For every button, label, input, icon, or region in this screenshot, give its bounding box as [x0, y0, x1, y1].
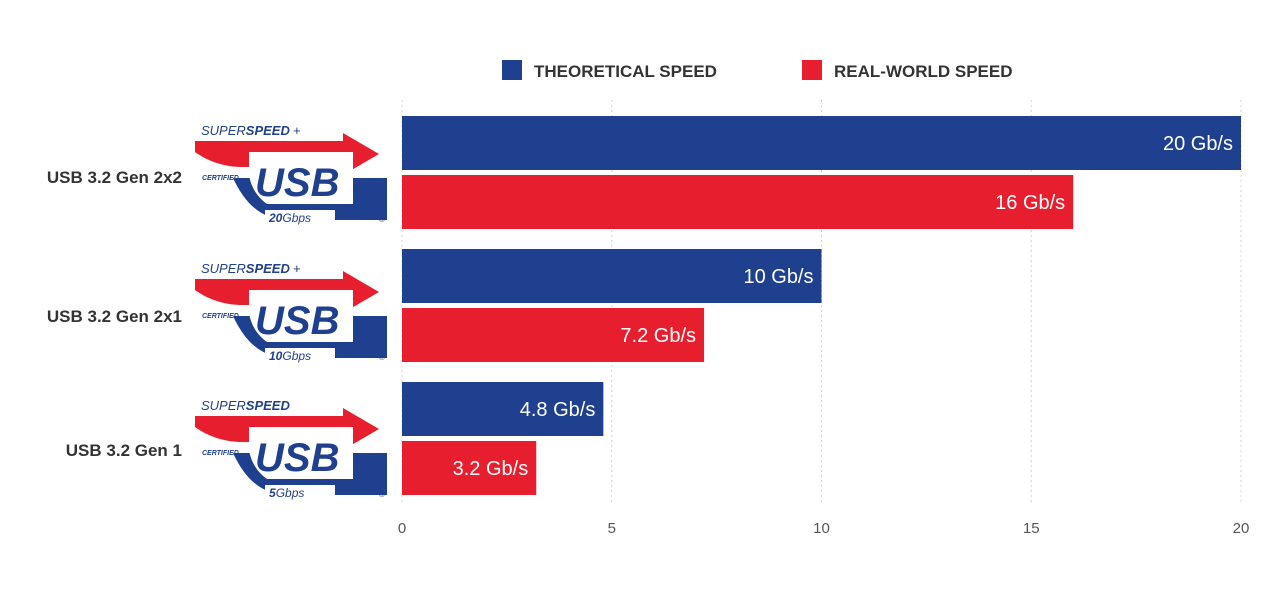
category-labels: USB 3.2 Gen 2x2 USB 3.2 Gen 2x1 USB 3.2 Ge…	[47, 168, 182, 460]
x-axis-ticks: 0 5 10 15 20	[398, 520, 1250, 537]
category-label: USB 3.2 Gen 2x1	[47, 307, 182, 326]
logo-usb-text: USB	[255, 161, 339, 205]
logo-registered-mark: ®	[379, 215, 385, 224]
usb-logo: SUPERSPEED CERTIFIED USB 5Gbps ®	[195, 398, 387, 501]
usb-logo: SUPERSPEED + CERTIFIED USB 10Gbps ®	[195, 261, 387, 364]
x-tick-label: 5	[608, 520, 616, 537]
bar-value-label: 20 Gb/s	[1163, 133, 1233, 155]
usb-logo: SUPERSPEED + CERTIFIED USB 20Gbps ®	[195, 123, 387, 226]
logo-certified-text: CERTIFIED	[202, 450, 239, 457]
bar	[402, 249, 822, 303]
logo-registered-mark: ®	[379, 353, 385, 362]
category-label: USB 3.2 Gen 2x2	[47, 168, 182, 187]
bar	[402, 441, 537, 495]
bars: 20 Gb/s 16 Gb/s 10 Gb/s 7.2 Gb/s 4.8 Gb/s 3.2…	[402, 116, 1241, 495]
logo-speed-field	[265, 210, 335, 226]
bar-value-label: 10 Gb/s	[743, 266, 813, 288]
logo-superspeed-text: SUPERSPEED +	[201, 261, 301, 276]
logo-speed-field	[265, 485, 335, 501]
logo-speed-field	[265, 348, 335, 364]
logo-speed-text: 10Gbps	[269, 349, 311, 363]
x-tick-label: 10	[813, 520, 830, 537]
bar-value-label: 16 Gb/s	[995, 192, 1065, 214]
logo-superspeed-text: SUPERSPEED +	[201, 123, 301, 138]
legend-label: THEORETICAL SPEED	[534, 62, 717, 81]
x-tick-label: 0	[398, 520, 406, 537]
logo-usb-text: USB	[255, 436, 339, 480]
bar	[402, 382, 604, 436]
logo-white-field	[249, 427, 353, 479]
logo-registered-mark: ®	[379, 490, 385, 499]
logo-superspeed-text: SUPERSPEED	[201, 398, 290, 413]
category-label: USB 3.2 Gen 1	[66, 441, 182, 460]
logo-white-field	[249, 152, 353, 204]
legend-label: REAL-WORLD SPEED	[834, 62, 1013, 81]
bar-value-label: 7.2 Gb/s	[620, 325, 696, 347]
bar-value-label: 3.2 Gb/s	[453, 458, 529, 480]
x-tick-label: 20	[1233, 520, 1250, 537]
logo-certified-text: CERTIFIED	[202, 313, 239, 320]
logo-certified-text: CERTIFIED	[202, 175, 239, 182]
legend-swatch	[502, 60, 522, 80]
logo-speed-text: 20Gbps	[268, 211, 311, 225]
bar	[402, 175, 1074, 229]
legend-swatch	[802, 60, 822, 80]
logo-white-field	[249, 290, 353, 342]
bar	[402, 308, 705, 362]
bar	[402, 116, 1241, 170]
logo-speed-text: 5Gbps	[269, 486, 304, 500]
logo-usb-text: USB	[255, 299, 339, 343]
x-tick-label: 15	[1023, 520, 1040, 537]
bar-value-label: 4.8 Gb/s	[520, 399, 596, 421]
legend: THEORETICAL SPEED REAL-WORLD SPEED	[502, 60, 1013, 81]
